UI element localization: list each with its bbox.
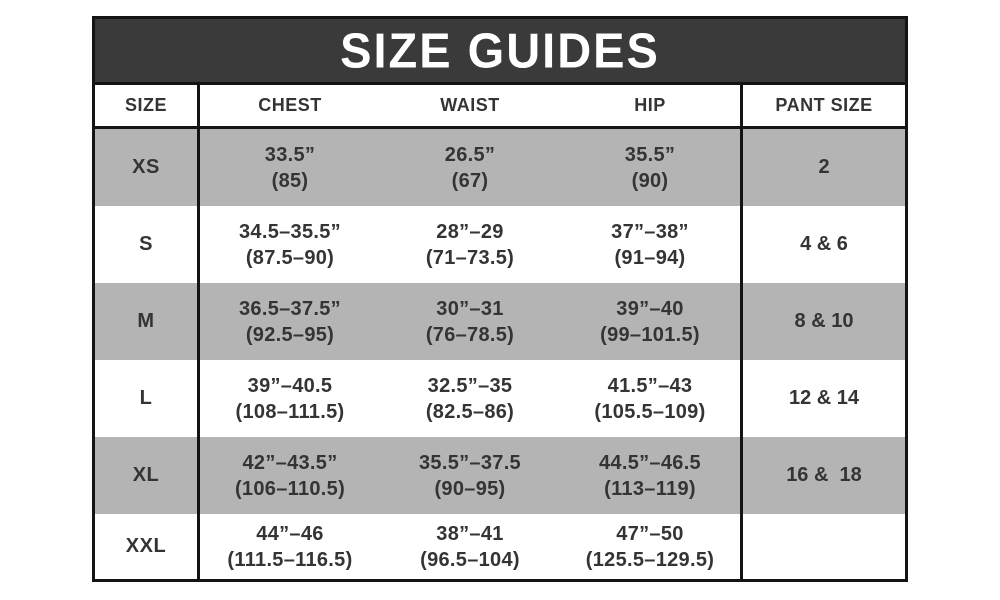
measurement-cm: (111.5–116.5) (227, 548, 353, 571)
waist-cell: 30”–31 (76–78.5) (380, 283, 560, 360)
chest-cell: 44”–46 (111.5–116.5) (200, 514, 380, 579)
measurement-cm: (108–111.5) (235, 400, 345, 423)
measurement-cm: (87.5–90) (245, 246, 335, 269)
chest-cell: 39”–40.5 (108–111.5) (200, 360, 380, 437)
page-title: SIZE GUIDES (340, 22, 660, 79)
table-row-l: L 39”–40.5 (108–111.5) 32.5”–35 (82.5–86… (95, 360, 905, 437)
table-row-xs: XS 33.5” (85) 26.5” (67) 35.5” (90) 2 (95, 129, 905, 206)
measurement-inches: 36.5–37.5” (239, 297, 341, 320)
pant-size-cell: 16 & 18 (740, 437, 905, 514)
pant-size-label: 12 & 14 (788, 387, 860, 409)
column-header-pant-size: PANT SIZE (740, 85, 905, 126)
measurement-cm: (92.5–95) (245, 323, 335, 346)
pant-size-label: 2 (818, 156, 830, 178)
pant-size-cell: 4 & 6 (740, 206, 905, 283)
table-row-xl: XL 42”–43.5” (106–110.5) 35.5”–37.5 (90–… (95, 437, 905, 514)
hip-cell: 39”–40 (99–101.5) (560, 283, 740, 360)
measurement-inches: 33.5” (264, 143, 316, 166)
measurement-cm: (67) (451, 169, 489, 192)
measurement-cm: (113–119) (604, 477, 696, 500)
measurement-inches: 32.5”–35 (427, 374, 513, 397)
pant-size-cell: 2 (740, 129, 905, 206)
measurement-cm: (96.5–104) (420, 548, 520, 571)
measurement-inches: 44.5”–46.5 (599, 451, 701, 474)
table-row-xxl: XXL 44”–46 (111.5–116.5) 38”–41 (96.5–10… (95, 514, 905, 579)
measurement-inches: 38”–41 (436, 522, 504, 545)
pant-size-cell: 8 & 10 (740, 283, 905, 360)
size-cell: M (95, 283, 200, 360)
measurement-inches: 28”–29 (436, 220, 504, 243)
size-label: XS (132, 156, 160, 178)
waist-cell: 38”–41 (96.5–104) (380, 514, 560, 579)
measurement-cm: (105.5–109) (594, 400, 706, 423)
measurement-inches: 42”–43.5” (242, 451, 338, 474)
size-guide-table: SIZE GUIDES SIZE CHEST WAIST HIP PANT SI… (92, 16, 908, 582)
measurement-inches: 44”–46 (256, 522, 324, 545)
size-label: M (137, 310, 155, 332)
pant-size-cell (740, 514, 905, 579)
measurement-inches: 35.5” (624, 143, 676, 166)
title-banner: SIZE GUIDES (95, 19, 905, 85)
measurement-cm: (82.5–86) (425, 400, 515, 423)
chest-cell: 42”–43.5” (106–110.5) (200, 437, 380, 514)
waist-cell: 28”–29 (71–73.5) (380, 206, 560, 283)
pant-size-label: 8 & 10 (794, 310, 854, 332)
measurement-inches: 39”–40.5 (247, 374, 333, 397)
column-header-chest: CHEST (258, 95, 322, 115)
size-cell: L (95, 360, 200, 437)
table-row-s: S 34.5–35.5” (87.5–90) 28”–29 (71–73.5) … (95, 206, 905, 283)
measurement-cm: (91–94) (614, 246, 686, 269)
waist-cell: 26.5” (67) (380, 129, 560, 206)
measurement-cm: (71–73.5) (425, 246, 515, 269)
hip-cell: 44.5”–46.5 (113–119) (560, 437, 740, 514)
size-label: XL (132, 464, 160, 486)
measurement-inches: 47”–50 (616, 522, 684, 545)
size-label: S (139, 233, 153, 255)
measurement-inches: 35.5”–37.5 (419, 451, 521, 474)
measurement-cm: (85) (271, 169, 309, 192)
waist-cell: 35.5”–37.5 (90–95) (380, 437, 560, 514)
hip-cell: 35.5” (90) (560, 129, 740, 206)
measurement-cm: (99–101.5) (600, 323, 700, 346)
pant-size-cell: 12 & 14 (740, 360, 905, 437)
measurement-cm: (76–78.5) (425, 323, 515, 346)
table-row-m: M 36.5–37.5” (92.5–95) 30”–31 (76–78.5) … (95, 283, 905, 360)
waist-cell: 32.5”–35 (82.5–86) (380, 360, 560, 437)
size-cell: XXL (95, 514, 200, 579)
measurement-cm: (125.5–129.5) (585, 548, 715, 571)
hip-cell: 37”–38” (91–94) (560, 206, 740, 283)
column-header-waist: WAIST (440, 95, 500, 115)
measurement-cm: (90–95) (434, 477, 506, 500)
measurement-inches: 39”–40 (616, 297, 684, 320)
size-cell: XS (95, 129, 200, 206)
chest-cell: 33.5” (85) (200, 129, 380, 206)
size-label: L (139, 387, 153, 409)
measurement-inches: 34.5–35.5” (239, 220, 341, 243)
hip-cell: 47”–50 (125.5–129.5) (560, 514, 740, 579)
column-header-hip: HIP (634, 95, 666, 115)
column-header-row: SIZE CHEST WAIST HIP PANT SIZE (95, 85, 905, 129)
measurement-cm: (90) (631, 169, 669, 192)
hip-cell: 41.5”–43 (105.5–109) (560, 360, 740, 437)
chest-cell: 36.5–37.5” (92.5–95) (200, 283, 380, 360)
size-cell: S (95, 206, 200, 283)
pant-size-label: 16 & 18 (786, 464, 862, 486)
chest-cell: 34.5–35.5” (87.5–90) (200, 206, 380, 283)
size-cell: XL (95, 437, 200, 514)
measurement-inches: 26.5” (444, 143, 496, 166)
column-header-size: SIZE (95, 85, 200, 126)
measurement-inches: 37”–38” (611, 220, 689, 243)
measurement-inches: 41.5”–43 (607, 374, 693, 397)
pant-size-label: 4 & 6 (800, 233, 848, 255)
measurement-cm: (106–110.5) (234, 477, 346, 500)
measurement-inches: 30”–31 (436, 297, 504, 320)
size-label: XXL (125, 535, 167, 557)
